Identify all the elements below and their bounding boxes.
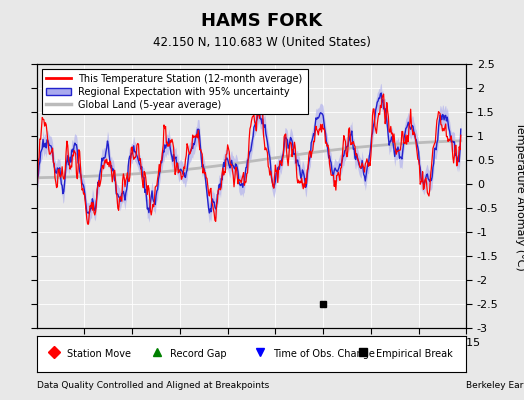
Text: 42.150 N, 110.683 W (United States): 42.150 N, 110.683 W (United States) (153, 36, 371, 49)
Legend: This Temperature Station (12-month average), Regional Expectation with 95% uncer: This Temperature Station (12-month avera… (41, 69, 308, 114)
Text: Data Quality Controlled and Aligned at Breakpoints: Data Quality Controlled and Aligned at B… (37, 381, 269, 390)
Text: Record Gap: Record Gap (170, 349, 226, 359)
Text: Time of Obs. Change: Time of Obs. Change (273, 349, 375, 359)
Y-axis label: Temperature Anomaly (°C): Temperature Anomaly (°C) (515, 122, 524, 270)
Text: Berkeley Earth: Berkeley Earth (466, 381, 524, 390)
Text: HAMS FORK: HAMS FORK (201, 12, 323, 30)
Text: Station Move: Station Move (67, 349, 131, 359)
Text: Empirical Break: Empirical Break (376, 349, 453, 359)
